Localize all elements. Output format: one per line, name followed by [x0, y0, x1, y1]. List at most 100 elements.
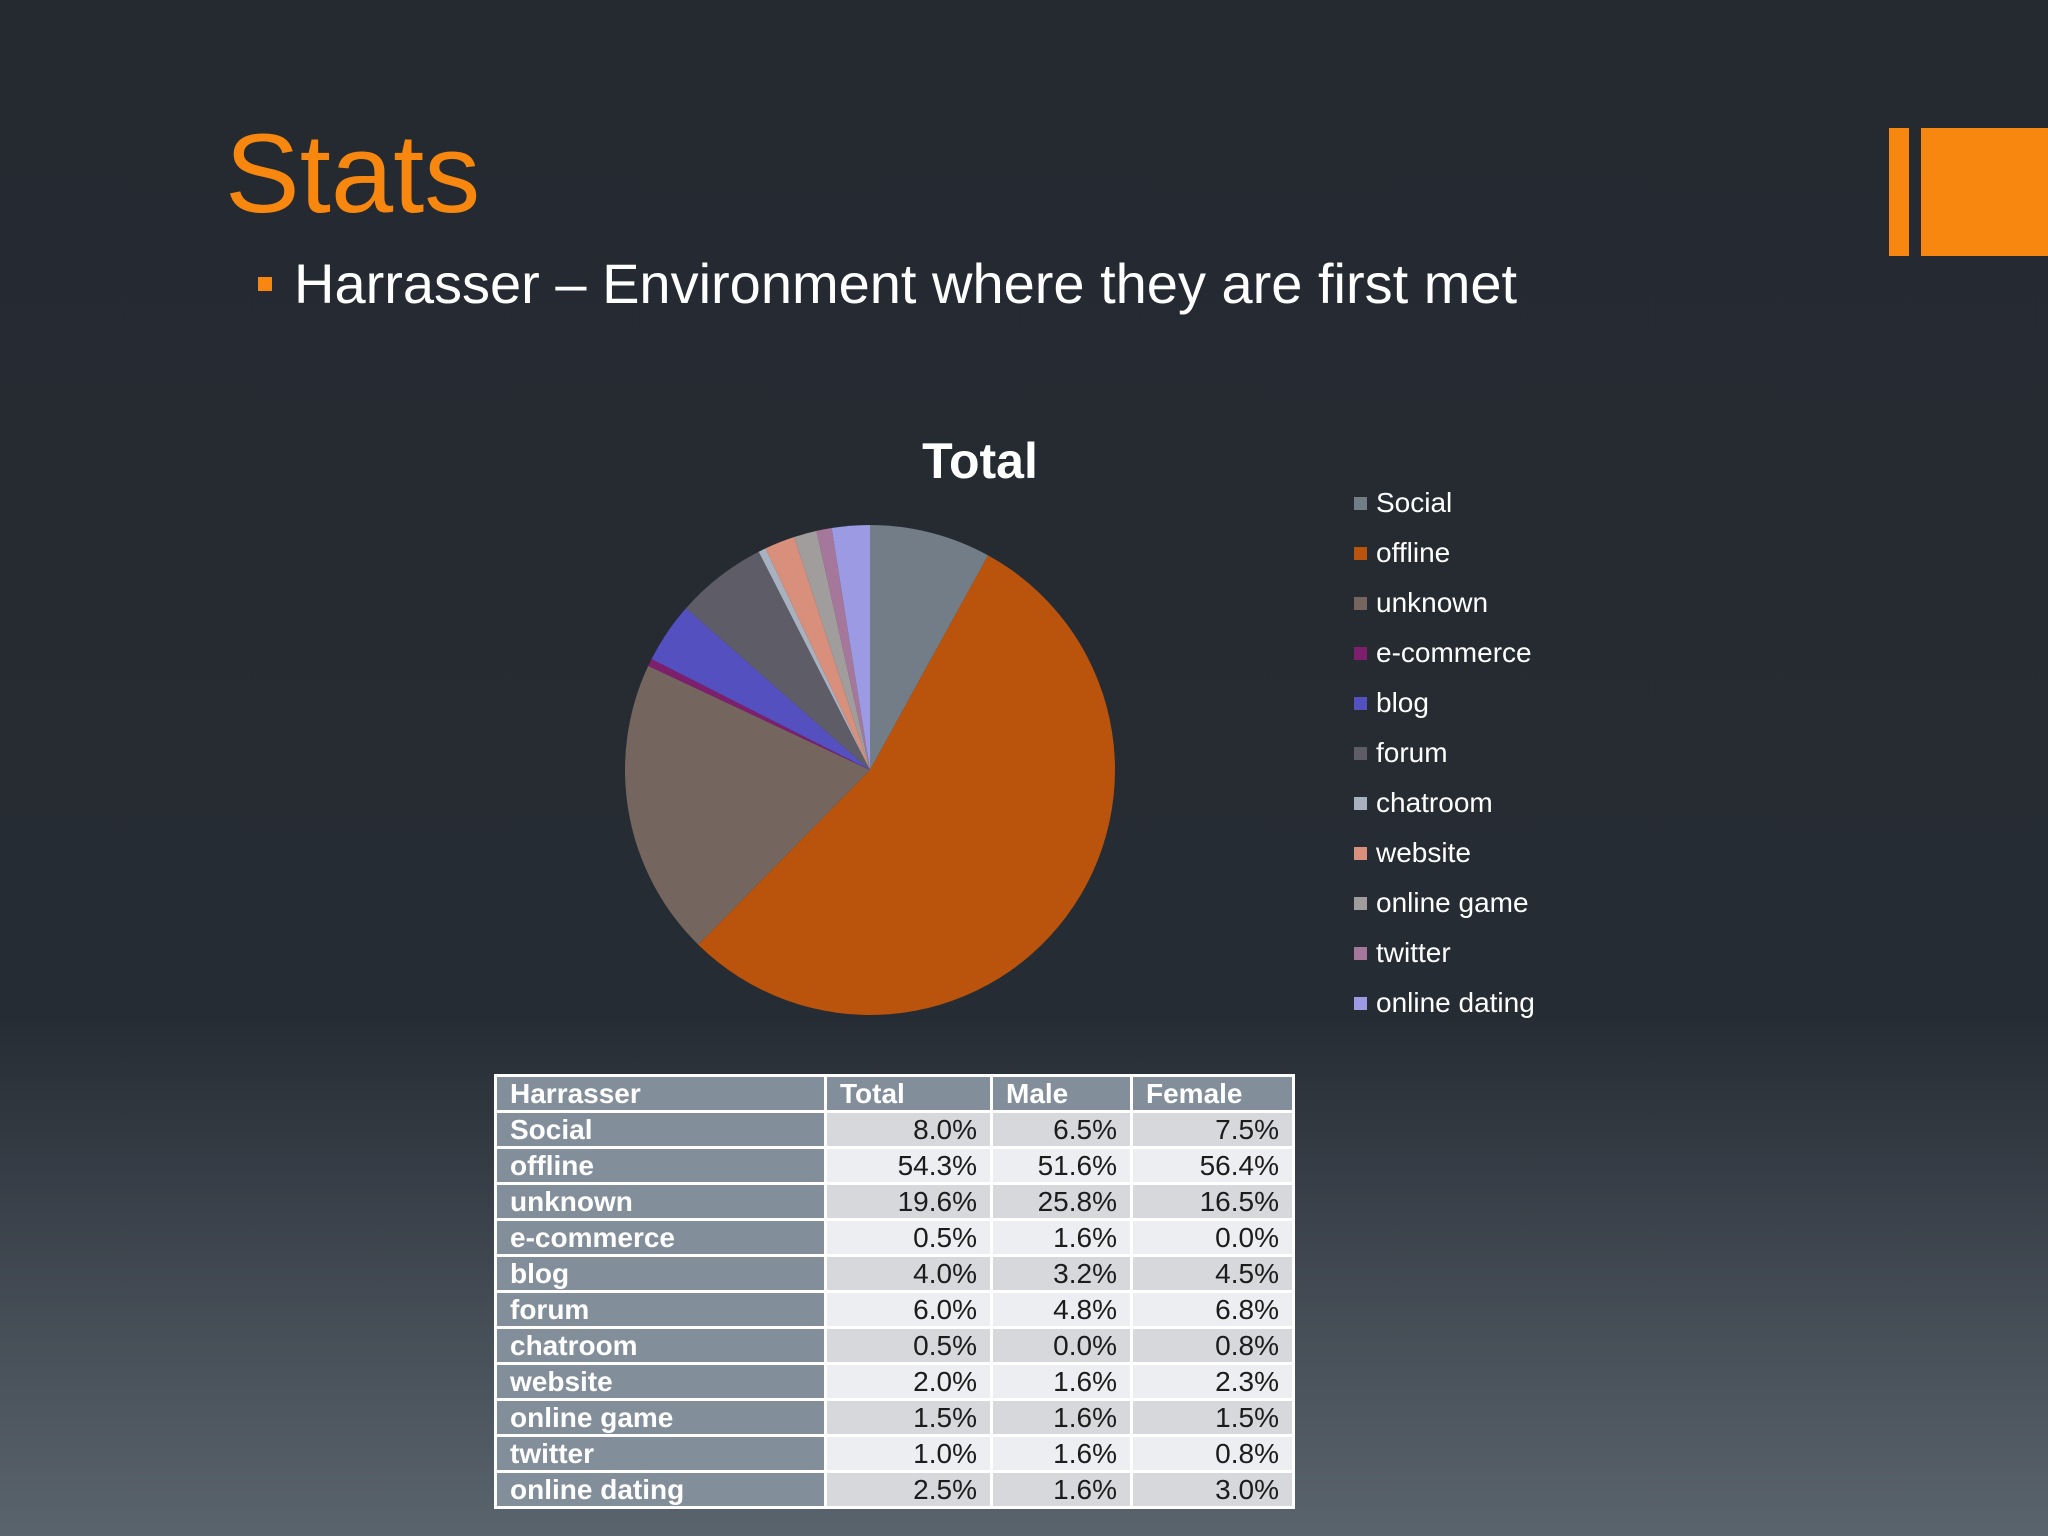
table-row: website 2.0% 1.6% 2.3% [494, 1362, 1295, 1401]
table-row: blog 4.0% 3.2% 4.5% [494, 1254, 1295, 1293]
table-cell: 25.8% [990, 1182, 1133, 1221]
bullet-square-icon [258, 277, 272, 291]
table-row: forum 6.0% 4.8% 6.8% [494, 1290, 1295, 1329]
legend-item: forum [1354, 728, 1535, 778]
legend-swatch [1354, 896, 1367, 910]
pie-slice-unknown [625, 665, 870, 945]
legend-label: forum [1376, 737, 1448, 768]
table-row: online dating 2.5% 1.6% 3.0% [494, 1470, 1295, 1509]
table-header-row: Harrasser Total Male Female [494, 1074, 1295, 1113]
table-cell: 1.6% [990, 1434, 1133, 1473]
pie-slice-twitter [816, 528, 870, 770]
table-row: chatroom 0.5% 0.0% 0.8% [494, 1326, 1295, 1365]
table-cell: 6.5% [990, 1110, 1133, 1149]
table-row: offline 54.3% 51.6% 56.4% [494, 1146, 1295, 1185]
table-row-label: online dating [494, 1470, 827, 1509]
pie-slice-forum [686, 551, 870, 770]
chart-title: Total [922, 433, 1038, 489]
table-row: e-commerce 0.5% 1.6% 0.0% [494, 1218, 1295, 1257]
legend-swatch [1354, 696, 1367, 710]
legend-label: unknown [1376, 587, 1489, 618]
legend-label: website [1376, 837, 1471, 868]
table-cell: 1.5% [824, 1398, 993, 1437]
legend-item: unknown [1354, 578, 1535, 628]
table-cell: 6.0% [824, 1290, 993, 1329]
legend-swatch [1354, 996, 1367, 1010]
legend-label: twitter [1376, 937, 1451, 968]
legend-swatch [1354, 846, 1367, 860]
table-cell: 51.6% [990, 1146, 1133, 1185]
table-row-label: twitter [494, 1434, 827, 1473]
table-cell: 0.8% [1130, 1434, 1295, 1473]
legend-label: online dating [1376, 987, 1535, 1018]
table-header-cell: Harrasser [494, 1074, 827, 1113]
table-cell: 6.8% [1130, 1290, 1295, 1329]
table-cell: 3.0% [1130, 1470, 1295, 1509]
table-cell: 3.2% [990, 1254, 1133, 1293]
legend-item: twitter [1354, 928, 1535, 978]
legend-item: e-commerce [1354, 628, 1535, 678]
legend-label: chatroom [1376, 787, 1493, 818]
legend-swatch [1354, 746, 1367, 760]
table-row: twitter 1.0% 1.6% 0.8% [494, 1434, 1295, 1473]
data-table: Harrasser Total Male Female Social 8.0% 6.5% 7… [494, 1074, 1295, 1509]
table-row: online game 1.5% 1.6% 1.5% [494, 1398, 1295, 1437]
legend-swatch [1354, 646, 1367, 660]
pie-slice-blog [651, 608, 870, 770]
legend-swatch [1354, 946, 1367, 960]
chart-legend: Social offline unknown e-commerce blog forum c… [1354, 478, 1535, 1028]
legend-label: e-commerce [1376, 637, 1532, 668]
table-row-label: Social [494, 1110, 827, 1149]
pie-slice-e-commerce [648, 659, 870, 770]
table-cell: 1.0% [824, 1434, 993, 1473]
legend-item: online game [1354, 878, 1535, 928]
table-cell: 0.0% [990, 1326, 1133, 1365]
legend-swatch [1354, 496, 1367, 510]
legend-item: online dating [1354, 978, 1535, 1028]
table-row-label: blog [494, 1254, 827, 1293]
table-cell: 0.8% [1130, 1326, 1295, 1365]
table-cell: 4.8% [990, 1290, 1133, 1329]
table-row-label: online game [494, 1398, 827, 1437]
table-body: Social 8.0% 6.5% 7.5% offline 54.3% 51.6% 56.4%… [494, 1110, 1295, 1509]
table-cell: 1.6% [990, 1362, 1133, 1401]
table-cell: 56.4% [1130, 1146, 1295, 1185]
accent-bar-thin [1889, 128, 1909, 256]
table-cell: 4.5% [1130, 1254, 1295, 1293]
table-row-label: website [494, 1362, 827, 1401]
legend-swatch [1354, 546, 1367, 560]
legend-label: online game [1376, 887, 1529, 918]
table-cell: 2.5% [824, 1470, 993, 1509]
table-row-label: unknown [494, 1182, 827, 1221]
table-cell: 19.6% [824, 1182, 993, 1221]
table-header-cell: Total [824, 1074, 993, 1113]
legend-label: Social [1376, 487, 1453, 518]
slide-title: Stats [225, 111, 481, 236]
pie-slice-offline [698, 555, 1115, 1016]
pie-slice-chatroom [758, 548, 870, 770]
legend-label: blog [1376, 687, 1429, 718]
table-cell: 0.0% [1130, 1218, 1295, 1257]
table-cell: 8.0% [824, 1110, 993, 1149]
slide-subtitle: Harrasser – Environment where they are f… [294, 252, 1518, 315]
pie-slice-website [765, 537, 870, 770]
table-cell: 1.6% [990, 1218, 1133, 1257]
table-cell: 0.5% [824, 1326, 993, 1365]
table-cell: 2.3% [1130, 1362, 1295, 1401]
pie-chart [625, 525, 1115, 1016]
table-cell: 0.5% [824, 1218, 993, 1257]
table-cell: 54.3% [824, 1146, 993, 1185]
table-row: unknown 19.6% 25.8% 16.5% [494, 1182, 1295, 1221]
table-cell: 4.0% [824, 1254, 993, 1293]
table-row-label: e-commerce [494, 1218, 827, 1257]
table-cell: 1.5% [1130, 1398, 1295, 1437]
legend-item: chatroom [1354, 778, 1535, 828]
pie-slice-online-dating [831, 525, 870, 770]
pie-slice-online-game [794, 530, 870, 770]
table-cell: 2.0% [824, 1362, 993, 1401]
legend-item: offline [1354, 528, 1535, 578]
table-row-label: offline [494, 1146, 827, 1185]
accent-bar-wide [1921, 128, 2048, 256]
legend-label: offline [1376, 537, 1451, 568]
table-row-label: chatroom [494, 1326, 827, 1365]
